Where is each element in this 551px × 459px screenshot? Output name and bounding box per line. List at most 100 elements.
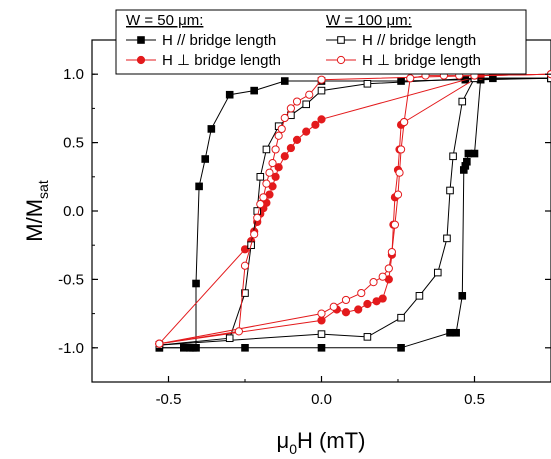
data-point	[396, 145, 406, 154]
data-point	[262, 179, 271, 188]
data-point	[201, 155, 210, 163]
data-point	[274, 163, 283, 172]
data-point	[192, 279, 200, 288]
data-point	[234, 327, 243, 336]
data-point	[387, 247, 396, 257]
x-tick-label: 0.0	[311, 391, 332, 408]
legend-label: H // bridge length	[362, 32, 476, 49]
data-point	[155, 339, 164, 348]
data-point	[354, 305, 363, 314]
legend-box	[115, 9, 527, 75]
data-point	[280, 77, 289, 85]
y-tick-label: -1.0	[58, 340, 84, 357]
series-line	[159, 77, 551, 346]
data-point	[341, 295, 351, 305]
data-point	[384, 264, 393, 273]
data-point	[443, 234, 451, 243]
data-point	[274, 131, 283, 140]
data-point	[302, 100, 310, 109]
legend-label: H ⊥ bridge length	[162, 52, 281, 69]
data-point	[400, 117, 409, 127]
y-tick-label: 1.0	[63, 66, 84, 83]
data-point	[225, 334, 234, 343]
series-layer	[155, 70, 551, 352]
data-point	[547, 74, 551, 83]
x-tick-label: -0.5	[156, 391, 182, 408]
data-point	[192, 344, 200, 352]
data-point	[271, 172, 280, 181]
legend-marker	[337, 36, 345, 44]
data-point	[415, 292, 424, 300]
data-point	[363, 299, 372, 309]
data-point	[259, 193, 268, 202]
y-axis-title-main: M/M	[22, 199, 47, 242]
data-point	[329, 302, 338, 311]
data-point	[262, 145, 271, 154]
x-axis-title: μ0H (mT)	[277, 428, 366, 457]
data-point	[397, 313, 405, 322]
series-2	[155, 70, 551, 348]
data-point	[452, 328, 460, 337]
data-point	[458, 292, 467, 300]
data-point	[207, 125, 216, 133]
series-3	[155, 74, 551, 349]
data-point	[397, 344, 405, 352]
data-point	[464, 149, 473, 158]
data-point	[446, 186, 454, 195]
data-point	[378, 272, 387, 281]
data-point	[225, 90, 234, 99]
data-point	[317, 309, 326, 318]
data-point	[317, 344, 326, 352]
data-point	[268, 159, 277, 168]
data-point	[286, 104, 295, 113]
data-point	[317, 75, 326, 84]
data-point	[256, 200, 265, 209]
data-point	[292, 97, 302, 106]
y-axis-title-sub: sat	[35, 180, 51, 199]
data-point	[357, 288, 366, 298]
data-point	[393, 190, 403, 199]
data-point	[317, 86, 326, 95]
series-line	[159, 73, 551, 345]
x-axis-title-rest: H (mT)	[297, 428, 365, 453]
legend-entries: H // bridge length H ⊥ bridge length H // …	[126, 32, 481, 69]
data-point	[240, 245, 250, 254]
data-point	[256, 173, 265, 181]
data-point	[395, 168, 404, 177]
data-point	[250, 230, 259, 239]
data-point	[433, 268, 442, 277]
legend-group-2-title: W = 100 μm:	[326, 12, 412, 29]
series-line	[159, 73, 551, 345]
legend-marker	[336, 55, 346, 65]
data-point	[317, 115, 326, 124]
legend: W = 50 μm: W = 100 μm: H // bridge lengt…	[115, 9, 527, 75]
data-point	[241, 344, 249, 352]
data-point	[286, 143, 295, 153]
series-1	[155, 74, 551, 352]
axis-layer: -0.5 0.0 0.5 -1.0 -0.5 0.0 0.5 1.0	[58, 39, 551, 408]
y-axis-title: M/Msat	[22, 180, 51, 242]
data-point	[317, 316, 326, 325]
data-point	[271, 145, 280, 154]
y-tick-label: 0.0	[63, 203, 84, 220]
legend-label: H ⊥ bridge length	[362, 52, 481, 69]
data-point	[390, 220, 400, 229]
series-line	[158, 73, 551, 345]
data-point	[449, 152, 457, 161]
x-axis-title-mu: μ	[277, 428, 290, 453]
y-tick-label: -0.5	[58, 271, 84, 288]
data-point	[341, 308, 351, 317]
data-point	[241, 289, 249, 297]
data-point	[363, 333, 372, 341]
data-point	[470, 149, 479, 158]
data-point	[280, 152, 289, 161]
data-point	[253, 213, 262, 222]
legend-marker	[136, 55, 146, 65]
data-point	[363, 79, 372, 88]
series-line	[159, 77, 551, 346]
data-point	[446, 328, 454, 337]
data-point	[265, 168, 274, 177]
x-tick-label: 0.5	[464, 391, 485, 408]
data-point	[317, 330, 326, 338]
